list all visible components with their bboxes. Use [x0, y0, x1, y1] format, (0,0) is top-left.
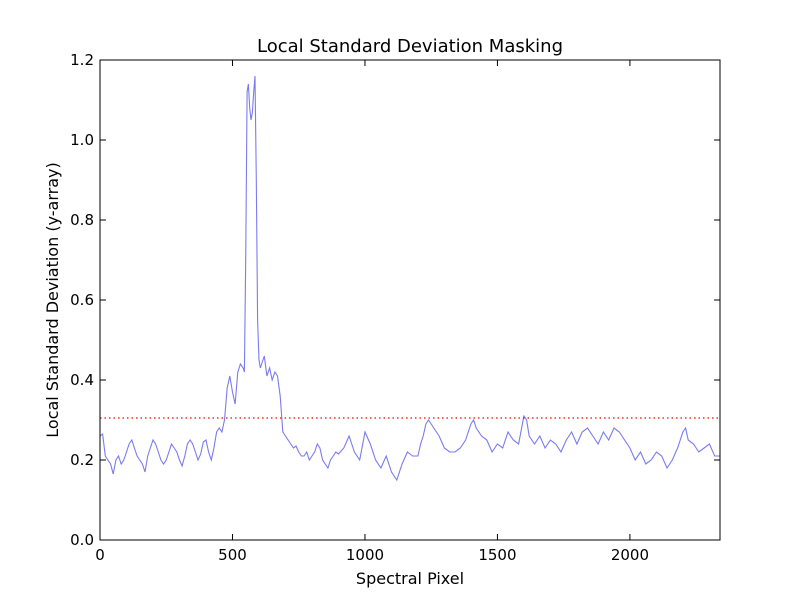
y-tick-label: 0.6 [70, 291, 94, 309]
x-tick-label: 500 [218, 546, 247, 564]
y-axis-label: Local Standard Deviation (y-array) [43, 162, 62, 437]
chart-title: Local Standard Deviation Masking [257, 36, 563, 57]
x-axis-label: Spectral Pixel [356, 569, 464, 588]
y-tick-label: 0.4 [70, 371, 94, 389]
x-tick-label: 2000 [611, 546, 649, 564]
y-tick-label: 1.0 [70, 131, 94, 149]
x-tick-label: 1500 [478, 546, 516, 564]
y-tick-label: 0.0 [70, 531, 94, 549]
y-tick-label: 0.2 [70, 451, 94, 469]
y-tick-label: 0.8 [70, 211, 94, 229]
plot-frame [99, 59, 721, 541]
x-tick-label: 1000 [346, 546, 384, 564]
series-line [99, 75, 720, 482]
x-tick-label: 0 [95, 546, 105, 564]
y-tick-label: 1.2 [70, 51, 94, 69]
